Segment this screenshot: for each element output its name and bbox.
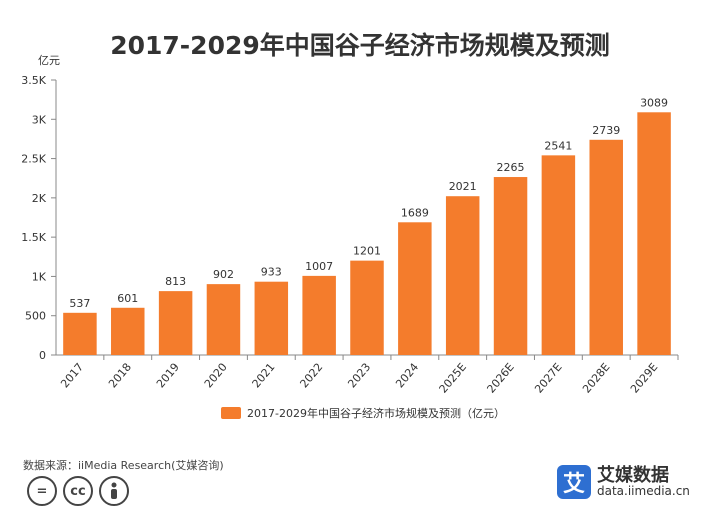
data-source: 数据来源：iiMedia Research(艾媒咨询) xyxy=(23,459,224,472)
bar xyxy=(63,312,97,355)
x-tick-label: 2017 xyxy=(58,361,86,391)
bar-value-label: 1007 xyxy=(305,260,333,273)
equal-icon: = xyxy=(27,476,57,506)
x-tick-label: 2029E xyxy=(628,361,660,396)
chart-title: 2017-2029年中国谷子经济市场规模及预测 xyxy=(110,31,610,60)
x-tick-label: 2018 xyxy=(106,361,134,391)
x-tick-label: 2019 xyxy=(154,361,182,391)
bar-value-label: 2265 xyxy=(497,161,525,174)
bar-value-label: 2021 xyxy=(449,180,477,193)
x-tick-label: 2027E xyxy=(532,361,564,396)
bar xyxy=(111,307,145,355)
y-tick-label: 500 xyxy=(25,310,46,323)
x-tick-label: 2022 xyxy=(297,361,325,391)
y-tick-label: 3.5K xyxy=(21,74,46,87)
person-icon xyxy=(99,476,129,506)
bar-value-label: 3089 xyxy=(640,96,668,109)
bar xyxy=(493,177,528,355)
bar xyxy=(350,260,384,355)
legend-label: 2017-2029年中国谷子经济市场规模及预测（亿元） xyxy=(247,407,505,420)
bar xyxy=(206,284,241,355)
bar-value-label: 601 xyxy=(117,292,138,305)
legend-swatch xyxy=(221,407,241,419)
bar-value-label: 537 xyxy=(69,297,90,310)
bar xyxy=(637,112,671,356)
bar-value-label: 2739 xyxy=(592,124,620,137)
license-icons: = cc xyxy=(27,476,129,506)
legend[interactable]: 2017-2029年中国谷子经济市场规模及预测（亿元） xyxy=(221,405,505,421)
x-tick-label: 2028E xyxy=(580,361,612,396)
y-tick-label: 0 xyxy=(39,349,46,362)
bar-value-label: 933 xyxy=(261,266,282,279)
bar xyxy=(302,275,336,355)
y-tick-label: 3K xyxy=(32,113,47,126)
x-tick-label: 2020 xyxy=(202,361,230,391)
y-tick-label: 2K xyxy=(32,192,47,205)
x-tick-label: 2024 xyxy=(393,361,421,391)
bar-value-label: 2541 xyxy=(544,139,572,152)
y-tick-label: 1K xyxy=(32,270,47,283)
y-axis-unit-label: 亿元 xyxy=(38,54,60,67)
x-tick-label: 2025E xyxy=(437,361,469,396)
x-tick-label: 2021 xyxy=(250,361,278,391)
bar-chart: 亿元 0 500 1K 1.5K 2K 2.5K 3K 3.5K 537 2017 601 2018 81… xyxy=(21,54,679,396)
x-tick-label: 2026E xyxy=(484,361,516,396)
y-tick-label: 1.5K xyxy=(21,231,46,244)
cc-icon: cc xyxy=(63,476,93,506)
bar xyxy=(158,291,193,355)
bar xyxy=(445,196,480,355)
x-tick-label: 2023 xyxy=(345,361,373,391)
logo-icon: 艾 xyxy=(557,465,591,499)
bar xyxy=(541,155,576,355)
bar-value-label: 813 xyxy=(165,275,186,288)
logo-brand: 艾媒数据 xyxy=(597,464,669,486)
logo-url: data.iimedia.cn xyxy=(597,484,690,499)
bar-value-label: 902 xyxy=(213,268,234,281)
iimedia-logo: 艾 艾媒数据 data.iimedia.cn xyxy=(557,465,690,499)
bar xyxy=(589,139,623,355)
bar xyxy=(398,222,432,355)
bar-value-label: 1689 xyxy=(401,206,429,219)
y-tick-label: 2.5K xyxy=(21,153,46,166)
bar-value-label: 1201 xyxy=(353,245,381,258)
bar xyxy=(254,281,289,355)
